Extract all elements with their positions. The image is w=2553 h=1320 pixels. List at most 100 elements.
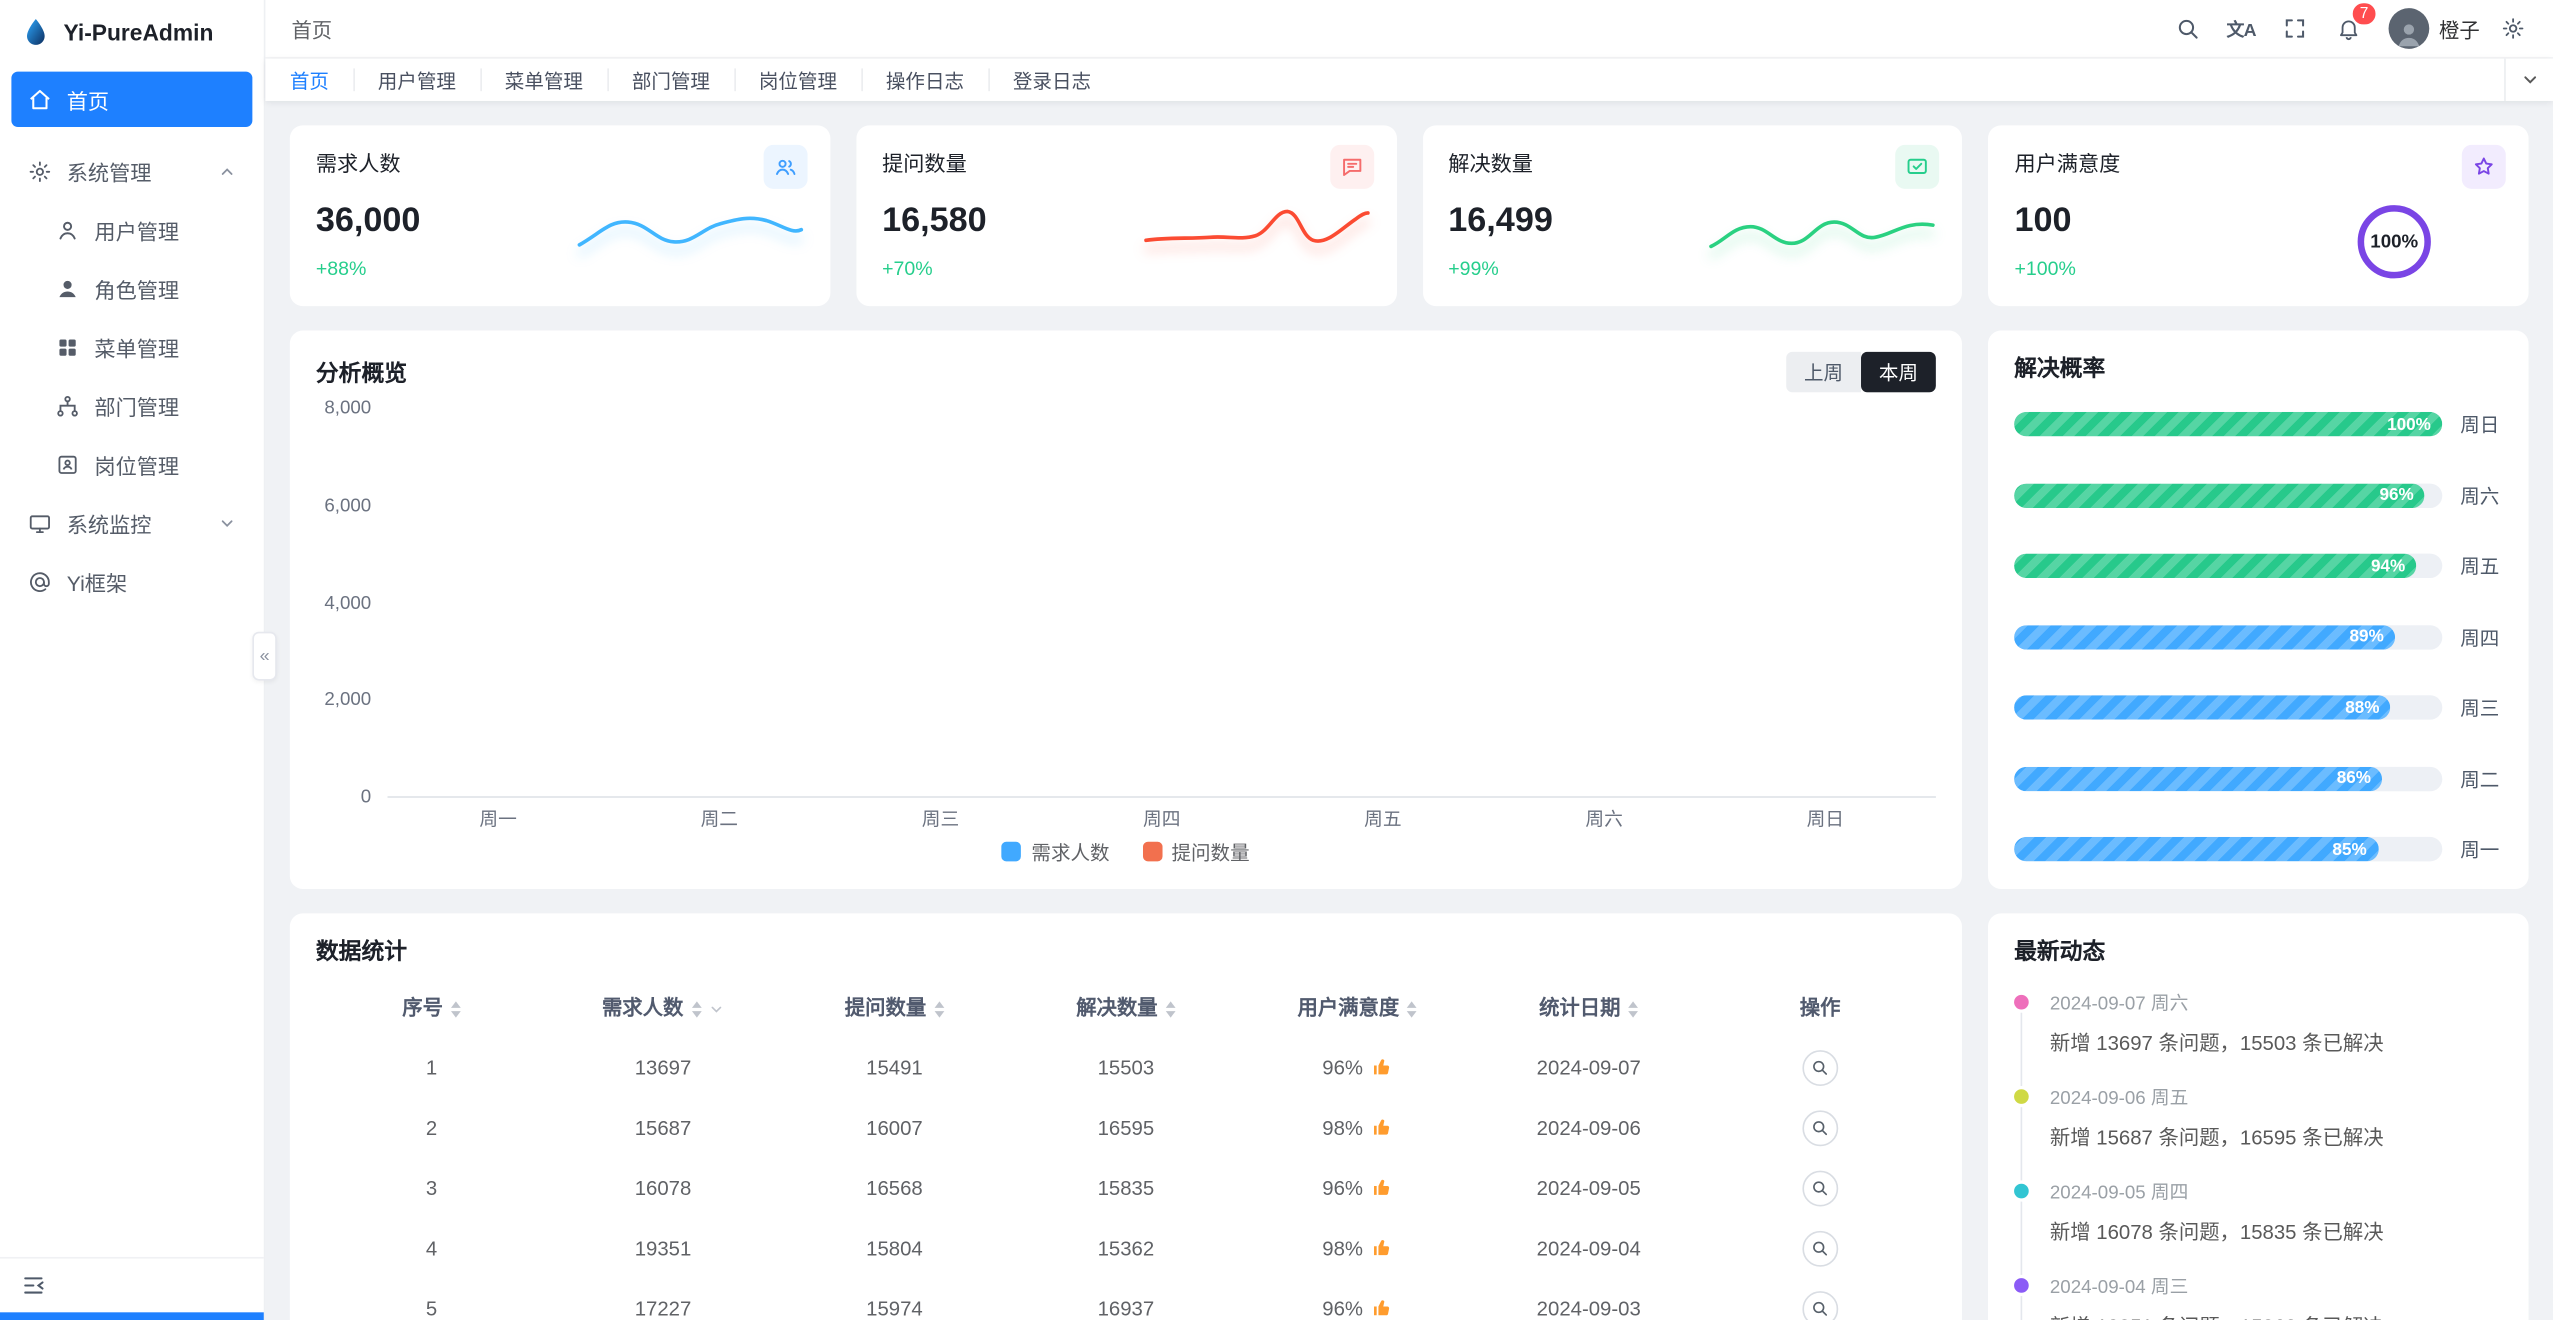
legend-item[interactable]: 提问数量 [1142, 838, 1250, 866]
notification-bell-icon[interactable]: 7 [2325, 1, 2378, 52]
sidebar-item[interactable]: 角色管理 [11, 261, 252, 316]
stat-card-delta: +70% [882, 257, 933, 281]
filter-chevron-icon[interactable] [708, 1001, 724, 1017]
tab-item[interactable]: 操作日志 [861, 59, 988, 101]
week-toggle-button[interactable]: 本周 [1860, 351, 1936, 393]
table-cell: 16078 [634, 1176, 692, 1200]
satisfaction-value: 96% [1322, 1055, 1364, 1079]
sidebar-item[interactable]: 用户管理 [11, 202, 252, 257]
fullscreen-icon[interactable] [2271, 5, 2318, 52]
satisfaction-cell: 96% [1242, 1278, 1473, 1320]
translate-icon[interactable]: 文A [2226, 20, 2257, 40]
timeline-list: 2024-09-07 周六 新增 13697 条问题，15503 条已解决 2024… [2014, 990, 2502, 1320]
view-row-button[interactable] [1802, 1230, 1839, 1266]
progress-fill: 100% [2014, 411, 2443, 437]
satisfaction-cell: 98% [1242, 1218, 1473, 1278]
progress-track: 100% [2014, 411, 2443, 437]
data-statistics-card: 数据统计 序号 需求人数 提问数量 解决数量 用户满意度 统计日期 操作 1 13697 154… [289, 913, 1962, 1320]
sidebar-collapse-handle[interactable]: « [252, 631, 277, 681]
solve-probability-card: 解决概率 100% 周日 96% 周六 94% 周五 89% 周四 88% 周三 86% 周二 85% 周… [1988, 330, 2529, 889]
view-row-button[interactable] [1802, 1109, 1839, 1146]
tab-item[interactable]: 岗位管理 [734, 59, 861, 101]
stat-card-value: 16,580 [882, 201, 987, 240]
table-cell: 15491 [866, 1055, 923, 1079]
sidebar-item-home[interactable]: 首页 [11, 71, 253, 127]
sidebar-item[interactable]: 部门管理 [11, 378, 252, 433]
timeline-text: 新增 16078 条问题，15835 条已解决 [2049, 1221, 2384, 1244]
user-fill-icon [55, 276, 79, 300]
column-label: 操作 [1799, 996, 1841, 1020]
solve-progress-row: 86% 周二 [2014, 764, 2502, 792]
analysis-overview-card: 分析概览 上周 本周 0 2,000 4,000 6,000 8,000 周一 周二 周三 周四… [289, 330, 1962, 889]
view-row-button[interactable] [1802, 1290, 1839, 1320]
sort-carets[interactable] [1407, 1000, 1418, 1018]
menu-fold-icon[interactable] [21, 1273, 45, 1297]
stat-card-delta: +88% [315, 257, 367, 281]
search-icon[interactable] [2164, 5, 2211, 52]
sort-carets[interactable] [934, 1000, 945, 1018]
stat-card-title: 解决数量 [1448, 151, 1533, 176]
thumb-up-icon [1371, 1056, 1392, 1077]
tab-item[interactable]: 用户管理 [353, 59, 480, 101]
table-row: 5 17227 15974 16937 96% 2024-09-03 [316, 1278, 1936, 1320]
settings-gear-icon[interactable] [2490, 5, 2537, 52]
sidebar-group-header[interactable]: 系统管理 [11, 143, 252, 198]
timeline-date: 2024-09-07 周六 [2049, 994, 2189, 1015]
sidebar-group-header[interactable]: Yi框架 [11, 554, 252, 609]
table-header-cell: 需求人数 [547, 974, 778, 1037]
avatar[interactable] [2388, 8, 2430, 49]
table-cell: 15974 [866, 1296, 923, 1320]
tab-item[interactable]: 菜单管理 [480, 59, 607, 101]
table-header-cell: 用户满意度 [1242, 974, 1473, 1037]
y-tick-label: 6,000 [324, 496, 372, 516]
progress-track: 85% [2014, 836, 2443, 862]
sort-carets[interactable] [1165, 1000, 1176, 1018]
stat-card-title: 提问数量 [882, 151, 967, 176]
sort-carets[interactable] [691, 1000, 702, 1018]
sort-carets[interactable] [1628, 1000, 1639, 1018]
x-tick-label: 周六 [1585, 810, 1623, 831]
app-logo[interactable]: Yi-PureAdmin [0, 0, 264, 65]
solve-progress-row: 94% 周五 [2014, 552, 2502, 580]
tab-item[interactable]: 登录日志 [988, 59, 1115, 101]
table-header-cell: 序号 [316, 974, 547, 1037]
column-label: 解决数量 [1076, 996, 1158, 1020]
tab-menu-chevron-icon[interactable] [2504, 58, 2553, 101]
timeline-date: 2024-09-04 周三 [2049, 1278, 2189, 1298]
stat-card: 需求人数 36,000 +88% [289, 125, 830, 307]
user-icon [55, 217, 79, 241]
solve-progress-row: 89% 周四 [2014, 623, 2502, 651]
sidebar-item[interactable]: 菜单管理 [11, 319, 252, 374]
week-toggle-button[interactable]: 上周 [1786, 351, 1861, 393]
stat-card-delta: +100% [2014, 257, 2076, 281]
table-cell: 3 [425, 1176, 438, 1200]
sort-carets[interactable] [451, 1000, 461, 1018]
table-row: 1 13697 15491 15503 96% 2024-09-07 [316, 1037, 1936, 1097]
legend-item[interactable]: 需求人数 [1002, 838, 1110, 866]
sidebar-item[interactable]: 岗位管理 [11, 436, 252, 491]
view-row-button[interactable] [1802, 1169, 1839, 1206]
legend-label: 提问数量 [1171, 840, 1250, 864]
chart-plot [387, 409, 1936, 798]
app-title: Yi-PureAdmin [63, 19, 214, 46]
sidebar-group-header[interactable]: 系统监控 [11, 495, 252, 550]
table-header-cell: 统计日期 [1473, 974, 1704, 1037]
timeline-item: 2024-09-07 周六新增 13697 条问题，15503 条已解决 [2014, 990, 2502, 1087]
tab-item[interactable]: 首页 [289, 69, 329, 92]
table-cell: 17227 [634, 1296, 692, 1320]
home-icon [28, 87, 52, 111]
progress-day-label: 周二 [2460, 767, 2500, 791]
star-icon [2461, 144, 2506, 189]
column-label: 序号 [402, 996, 443, 1020]
stat-cards-row: 需求人数 36,000 +88% 提问数量 16,580 +70% 解决数量 16,499 +9… [289, 125, 2529, 307]
timeline-text: 新增 19351 条问题，15362 条已解决 [2050, 1309, 2503, 1320]
timeline-text: 新增 13697 条问题，15503 条已解决 [2049, 1032, 2384, 1056]
grid-icon [55, 335, 79, 359]
y-tick-label: 4,000 [324, 593, 372, 614]
msg-check-icon [1895, 144, 1940, 189]
stat-card-value: 16,499 [1448, 201, 1553, 240]
view-row-button[interactable] [1802, 1049, 1839, 1086]
satisfaction-value: 98% [1322, 1116, 1364, 1139]
tab-item[interactable]: 部门管理 [607, 59, 734, 101]
progress-day-label: 周三 [2460, 696, 2500, 720]
